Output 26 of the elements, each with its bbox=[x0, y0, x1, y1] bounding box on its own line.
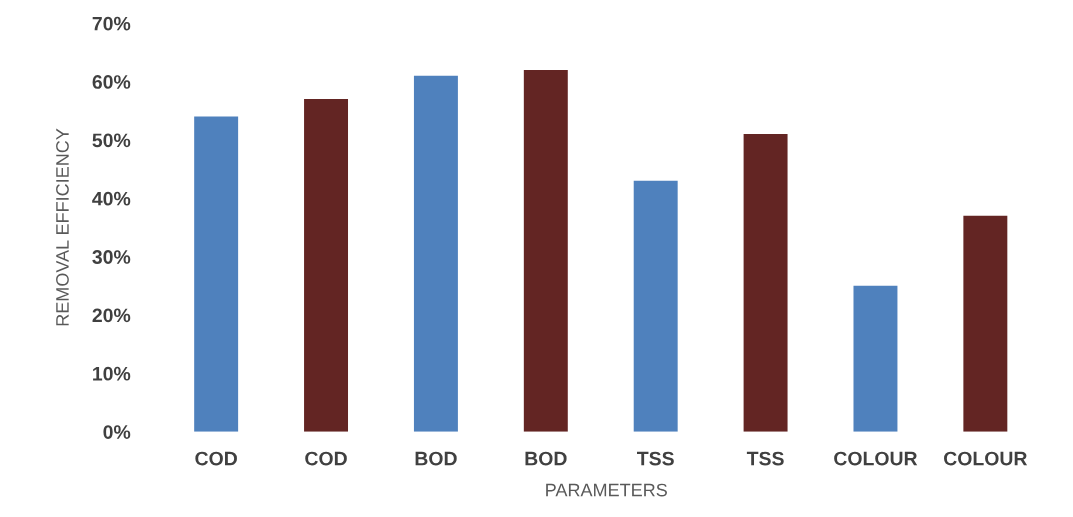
bar bbox=[633, 180, 678, 432]
bar bbox=[413, 75, 458, 432]
x-tick-label: BOD bbox=[525, 451, 567, 466]
y-tick-label: 60% bbox=[92, 75, 131, 89]
y-tick-label: 20% bbox=[92, 308, 131, 323]
bar bbox=[304, 99, 349, 432]
x-tick-label: COLOUR bbox=[944, 451, 1028, 466]
y-tick-label: 10% bbox=[93, 366, 131, 381]
bar bbox=[743, 134, 788, 432]
x-tick-label: COLOUR bbox=[834, 451, 918, 466]
bar bbox=[853, 285, 898, 432]
x-tick-label: COD bbox=[305, 451, 347, 466]
x-tick-label: BOD bbox=[415, 451, 457, 466]
x-tick-label: COD bbox=[195, 451, 237, 466]
x-axis-title: PARAMETERS bbox=[546, 483, 667, 497]
y-tick-label: 30% bbox=[92, 250, 131, 264]
x-tick-label: TSS bbox=[637, 451, 674, 466]
y-tick-label: 40% bbox=[92, 191, 131, 206]
x-tick-label: TSS bbox=[746, 451, 784, 466]
y-axis-title: REMOVAL EFFICIENCY bbox=[56, 128, 69, 326]
y-tick-label: 0% bbox=[103, 425, 131, 439]
y-tick-label: 50% bbox=[92, 133, 131, 148]
y-tick-label: 70% bbox=[92, 16, 131, 31]
bar bbox=[194, 116, 239, 432]
bar bbox=[963, 215, 1008, 432]
bar bbox=[523, 69, 568, 432]
